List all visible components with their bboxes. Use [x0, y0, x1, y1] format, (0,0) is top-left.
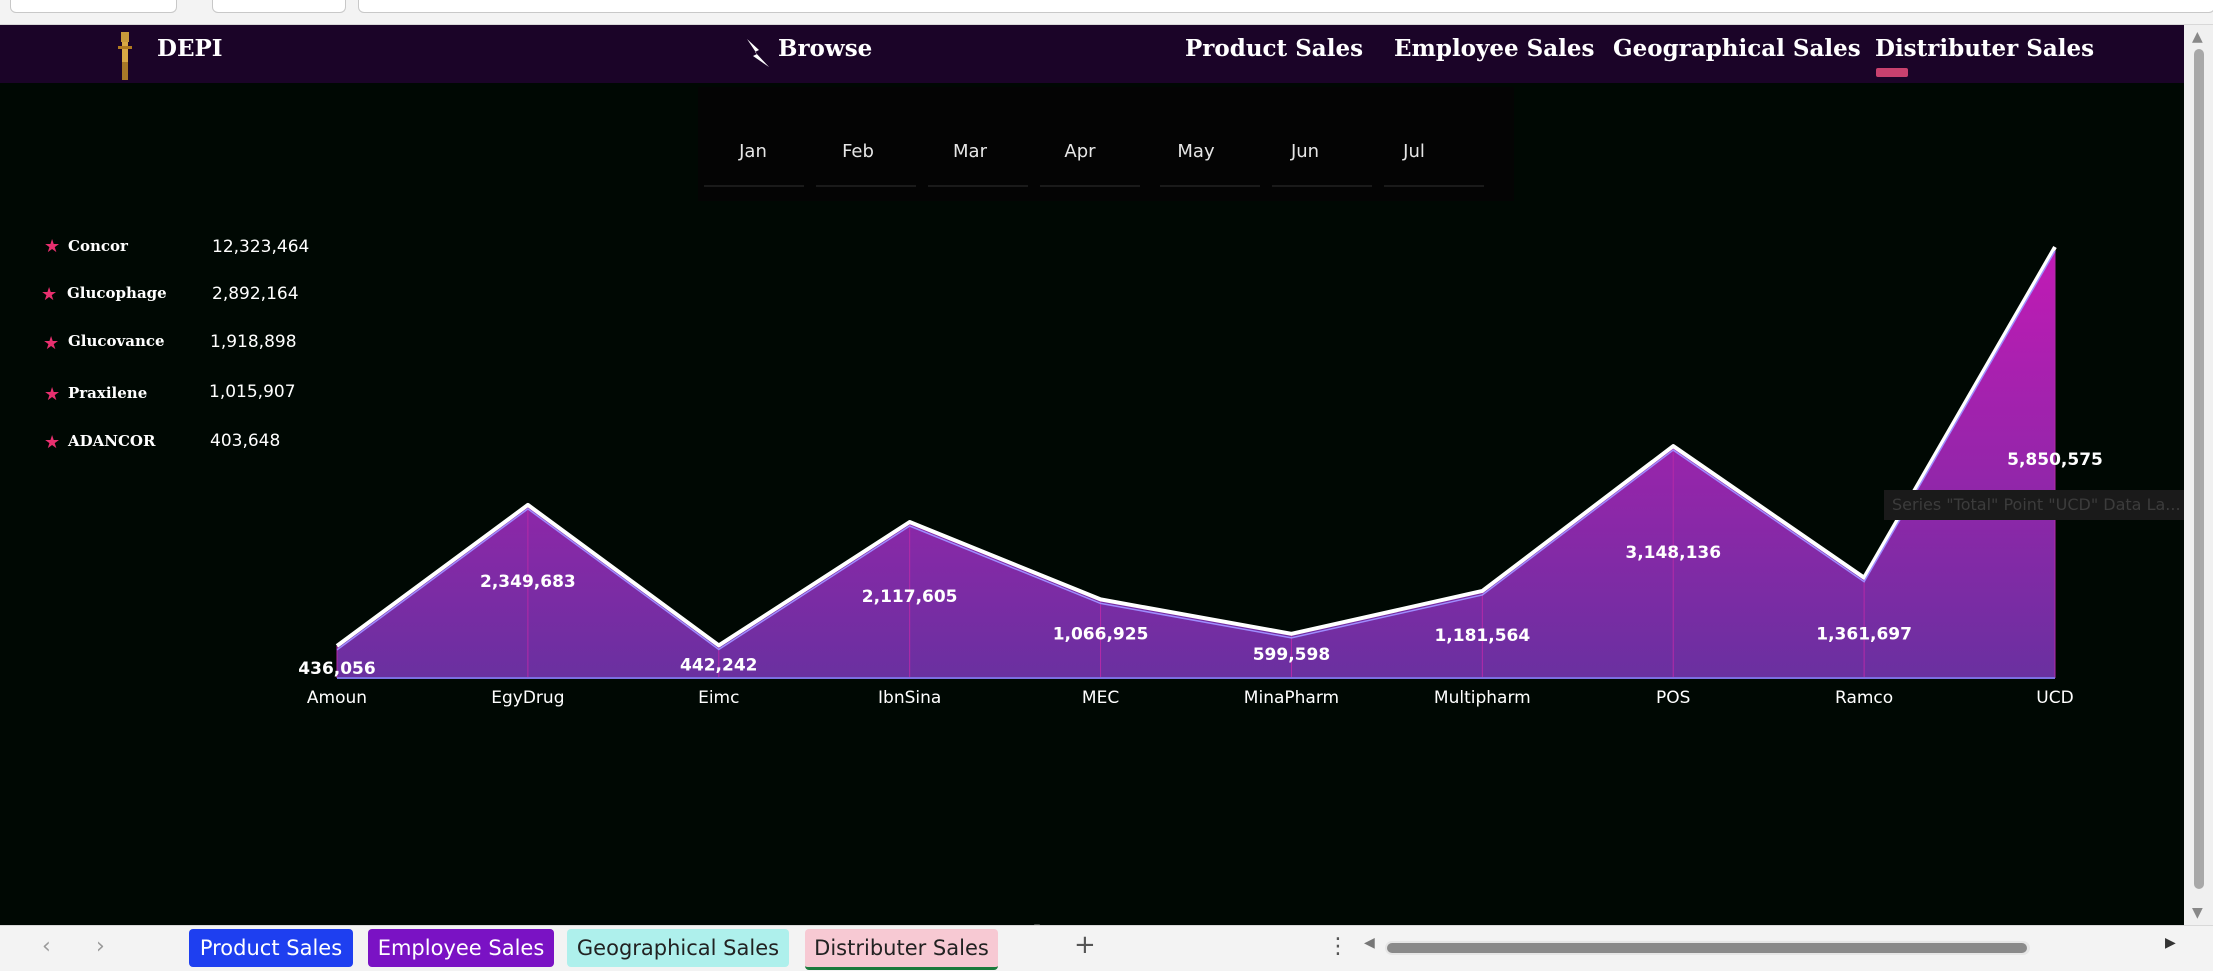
- scroll-up-icon[interactable]: ▲: [2192, 29, 2203, 45]
- nav-link-distributer-sales[interactable]: Distributer Sales: [1875, 35, 2095, 62]
- horizontal-scrollbar[interactable]: [1385, 941, 2030, 955]
- product-name: Concor: [68, 237, 128, 255]
- data-label: 5,850,575: [2007, 450, 2103, 470]
- data-label: 442,242: [680, 655, 757, 675]
- month-apr[interactable]: Apr: [1064, 141, 1096, 162]
- scroll-down-icon[interactable]: ▼: [2192, 905, 2203, 921]
- data-label: 599,598: [1253, 645, 1330, 665]
- chart-tooltip: Series "Total" Point "UCD" Data La...: [1884, 490, 2184, 520]
- sales-area[interactable]: [337, 247, 2055, 678]
- data-label: 1,181,564: [1434, 626, 1530, 646]
- pharaoh-logo-icon: [118, 32, 132, 80]
- sheet-tab-bar: ‹ › Product Sales Employee Sales Geograp…: [0, 925, 2213, 971]
- sales-line-shadow: [336, 250, 2056, 651]
- add-sheet-icon[interactable]: +: [1074, 930, 1096, 960]
- tab-prev-icon[interactable]: ‹: [42, 934, 51, 959]
- category-label: MEC: [1082, 688, 1119, 708]
- product-name: Glucophage: [67, 284, 167, 302]
- active-indicator: [1876, 68, 1908, 77]
- month-may[interactable]: May: [1177, 141, 1215, 162]
- data-label: 1,066,925: [1053, 624, 1149, 644]
- month-apr-line: [1040, 185, 1140, 187]
- product-name: Glucovance: [68, 332, 165, 350]
- name-box[interactable]: [10, 0, 177, 13]
- sales-line[interactable]: [335, 246, 2057, 648]
- tab-employee-sales[interactable]: Employee Sales: [368, 929, 554, 967]
- month-mar-line: [928, 185, 1028, 187]
- watermark-logo: خمسات: [970, 913, 1177, 925]
- month-mar[interactable]: Mar: [953, 141, 987, 162]
- brand-title: DEPI: [157, 35, 223, 62]
- category-label: Eimc: [698, 688, 739, 708]
- data-label: 1,361,697: [1816, 625, 1912, 645]
- month-jun[interactable]: Jun: [1290, 141, 1320, 162]
- vertical-scrollbar[interactable]: ▲ ▼: [2184, 25, 2213, 925]
- hscroll-right-icon[interactable]: ▶: [2165, 935, 2176, 951]
- data-label: 3,148,136: [1625, 543, 1721, 563]
- tab-geographical-sales[interactable]: Geographical Sales: [567, 929, 789, 967]
- tab-distributer-sales[interactable]: Distributer Sales: [805, 929, 998, 970]
- month-feb[interactable]: Feb: [842, 141, 874, 162]
- star-icon: ★: [44, 236, 61, 257]
- category-label: EgyDrug: [491, 688, 564, 708]
- data-label: 2,117,605: [862, 587, 958, 607]
- category-label: MinaPharm: [1244, 688, 1339, 708]
- star-icon: ★: [44, 432, 61, 453]
- product-value: 1,015,907: [209, 382, 296, 402]
- distributor-sales-chart: 436,056 Amoun 2,349,683 EgyDrug 442,242 Eimc 2…: [298, 246, 2103, 708]
- more-options-icon[interactable]: ⋮: [1327, 934, 1349, 959]
- product-name: ADANCOR: [68, 432, 156, 450]
- horizontal-scroll-thumb[interactable]: [1387, 943, 2027, 953]
- month-slicer: Jan Feb Mar Apr May Jun Jul: [698, 87, 1514, 201]
- product-name: Praxilene: [68, 384, 148, 402]
- dashboard: DEPI Browse Product Sales Employee Sales…: [0, 25, 2184, 925]
- category-label: POS: [1656, 688, 1690, 708]
- data-label: 436,056: [298, 659, 375, 679]
- month-jul[interactable]: Jul: [1403, 141, 1425, 162]
- tab-next-icon[interactable]: ›: [96, 934, 105, 959]
- ribbon-edge: [0, 0, 2213, 25]
- month-jun-line: [1272, 185, 1372, 187]
- star-icon: ★: [44, 384, 61, 405]
- formula-controls[interactable]: [212, 0, 346, 13]
- tab-product-sales[interactable]: Product Sales: [189, 929, 353, 967]
- category-label: IbnSina: [878, 688, 941, 708]
- nav-bar: DEPI Browse Product Sales Employee Sales…: [0, 25, 2184, 83]
- category-label: Amoun: [307, 688, 367, 708]
- hscroll-left-icon[interactable]: ◀: [1364, 935, 1375, 951]
- browse-label[interactable]: Browse: [778, 35, 873, 62]
- nav-link-geographical-sales[interactable]: Geographical Sales: [1613, 35, 1861, 62]
- product-value: 12,323,464: [212, 237, 310, 257]
- category-label: Ramco: [1835, 688, 1893, 708]
- month-jan-line: [704, 185, 804, 187]
- nav-link-product-sales[interactable]: Product Sales: [1185, 35, 1364, 62]
- month-jul-line: [1384, 185, 1484, 187]
- nav-link-employee-sales[interactable]: Employee Sales: [1394, 35, 1595, 62]
- category-label: UCD: [2036, 688, 2073, 708]
- product-value: 403,648: [210, 431, 281, 451]
- star-icon: ★: [43, 333, 60, 354]
- vertical-scroll-thumb[interactable]: [2194, 49, 2204, 889]
- category-label: Multipharm: [1434, 688, 1531, 708]
- formula-bar[interactable]: [358, 0, 2213, 13]
- star-icon: ★: [41, 284, 58, 305]
- month-jan[interactable]: Jan: [739, 141, 767, 162]
- month-may-line: [1160, 185, 1260, 187]
- month-feb-line: [816, 185, 916, 187]
- lightning-icon: [747, 39, 769, 67]
- product-value: 2,892,164: [212, 284, 299, 304]
- data-label: 2,349,683: [480, 572, 576, 592]
- product-value: 1,918,898: [210, 332, 297, 352]
